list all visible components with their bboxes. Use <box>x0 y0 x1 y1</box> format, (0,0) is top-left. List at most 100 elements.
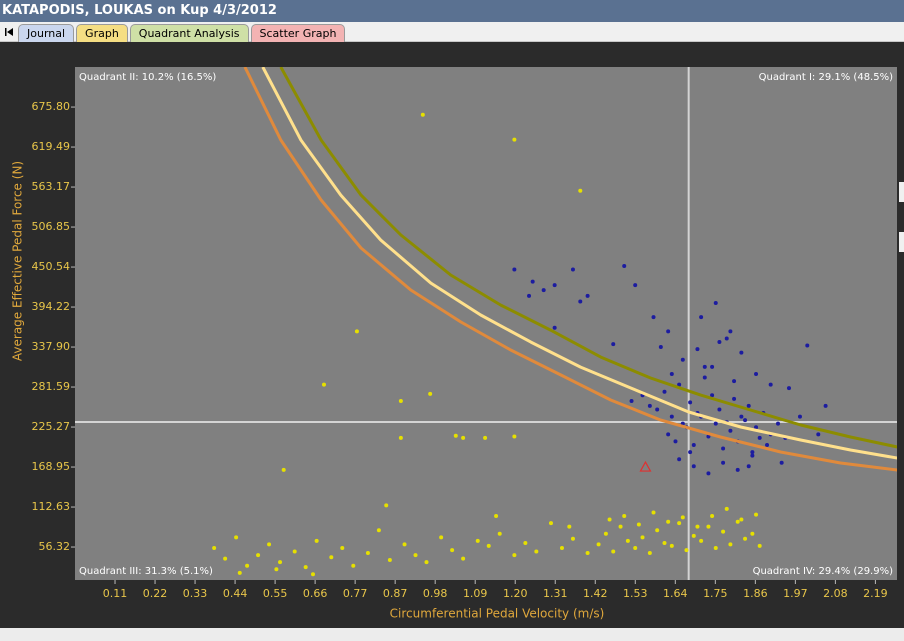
data-point <box>267 542 272 547</box>
data-point <box>699 538 704 543</box>
y-tick-label: 168.95 <box>32 460 71 473</box>
data-point <box>475 538 480 543</box>
x-tick-label: 2.08 <box>823 587 848 600</box>
data-point <box>732 396 737 401</box>
data-point <box>655 407 660 412</box>
data-point <box>706 434 711 439</box>
data-point <box>314 538 319 543</box>
data-point <box>732 379 737 384</box>
data-point <box>633 545 638 550</box>
data-point <box>695 524 700 529</box>
data-point <box>754 512 759 517</box>
data-point <box>750 450 755 455</box>
data-point <box>750 453 755 458</box>
data-point <box>329 555 334 560</box>
data-point <box>461 556 466 561</box>
data-point <box>450 548 455 553</box>
y-tick-label: 337.90 <box>32 340 71 353</box>
data-point <box>512 137 517 142</box>
tab[interactable]: Scatter Graph <box>250 24 346 42</box>
data-point <box>754 425 759 430</box>
data-point <box>710 514 715 519</box>
data-point <box>721 446 726 451</box>
data-point <box>578 299 583 304</box>
x-tick-label: 0.22 <box>143 587 168 600</box>
data-point <box>570 536 575 541</box>
data-point <box>387 558 392 563</box>
data-point <box>688 400 693 405</box>
data-point <box>717 340 722 345</box>
data-point <box>739 350 744 355</box>
data-point <box>453 433 458 438</box>
data-point <box>816 432 821 437</box>
data-point <box>541 288 546 293</box>
data-point <box>805 343 810 348</box>
x-tick-label: 0.98 <box>423 587 448 600</box>
tab[interactable]: Quadrant Analysis <box>129 24 249 42</box>
data-point <box>713 300 718 305</box>
data-point <box>655 528 660 533</box>
x-tick-label: 1.64 <box>663 587 688 600</box>
first-page-button[interactable] <box>2 23 16 41</box>
data-point <box>710 364 715 369</box>
data-point <box>303 565 308 570</box>
data-point <box>651 510 656 515</box>
tab[interactable]: Journal <box>18 24 75 42</box>
data-point <box>384 503 389 508</box>
tab[interactable]: Graph <box>76 24 128 42</box>
data-point <box>321 382 326 387</box>
data-point <box>559 545 564 550</box>
data-point <box>402 542 407 547</box>
data-point <box>680 515 685 520</box>
data-point <box>256 553 261 558</box>
x-tick-label: 0.77 <box>343 587 368 600</box>
data-point <box>717 407 722 412</box>
data-point <box>754 371 759 376</box>
data-point <box>797 414 802 419</box>
data-point <box>596 542 601 547</box>
x-tick-label: 1.86 <box>743 587 768 600</box>
scroll-tab[interactable] <box>899 232 904 252</box>
data-point <box>354 329 359 334</box>
data-point <box>530 279 535 284</box>
data-point <box>585 293 590 298</box>
data-point <box>212 545 217 550</box>
data-point <box>278 560 283 565</box>
data-point <box>691 464 696 469</box>
data-point <box>611 549 616 554</box>
data-point <box>420 112 425 117</box>
y-tick-label: 450.54 <box>32 260 71 273</box>
data-point <box>611 342 616 347</box>
data-point <box>702 375 707 380</box>
y-tick-label: 675.80 <box>32 100 71 113</box>
data-point <box>666 432 671 437</box>
data-point <box>497 531 502 536</box>
data-point <box>677 382 682 387</box>
data-point <box>523 540 528 545</box>
data-point <box>461 435 466 440</box>
data-point <box>234 535 239 540</box>
data-point <box>607 517 612 522</box>
data-point <box>651 315 656 320</box>
data-point <box>398 435 403 440</box>
x-tick-label: 1.75 <box>703 587 728 600</box>
data-point <box>647 403 652 408</box>
data-point <box>702 364 707 369</box>
data-point <box>633 283 638 288</box>
data-point <box>424 560 429 565</box>
scroll-tab[interactable] <box>899 182 904 202</box>
data-point <box>673 439 678 444</box>
data-point <box>669 371 674 376</box>
data-point <box>768 382 773 387</box>
data-point <box>786 386 791 391</box>
data-point <box>351 563 356 568</box>
data-point <box>724 336 729 341</box>
y-tick-label: 619.49 <box>32 140 71 153</box>
status-strip <box>0 628 904 641</box>
data-point <box>365 550 370 555</box>
x-tick-label: 1.97 <box>783 587 808 600</box>
x-tick-label: 1.20 <box>503 587 528 600</box>
data-point <box>310 572 315 577</box>
data-point <box>695 347 700 352</box>
